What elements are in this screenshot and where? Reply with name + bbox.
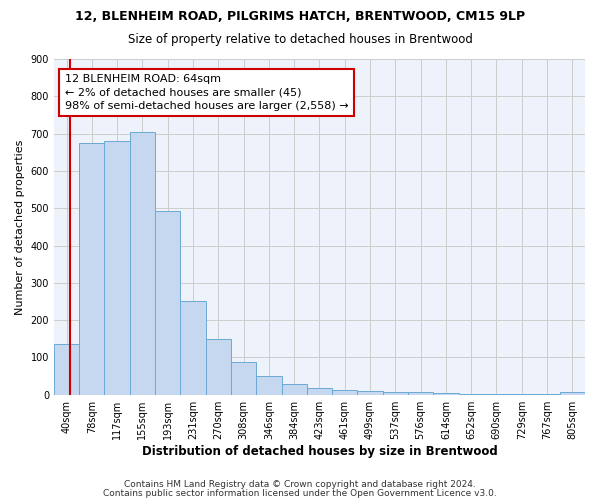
- Bar: [332, 390, 358, 394]
- Text: Size of property relative to detached houses in Brentwood: Size of property relative to detached ho…: [128, 32, 472, 46]
- Bar: [560, 392, 585, 394]
- Bar: [358, 391, 383, 394]
- Text: 12 BLENHEIM ROAD: 64sqm
← 2% of detached houses are smaller (45)
98% of semi-det: 12 BLENHEIM ROAD: 64sqm ← 2% of detached…: [65, 74, 348, 110]
- Bar: [181, 300, 206, 394]
- Bar: [104, 141, 130, 395]
- Text: Contains public sector information licensed under the Open Government Licence v3: Contains public sector information licen…: [103, 488, 497, 498]
- Bar: [231, 362, 256, 394]
- Bar: [408, 392, 433, 394]
- Bar: [130, 132, 155, 394]
- Text: Contains HM Land Registry data © Crown copyright and database right 2024.: Contains HM Land Registry data © Crown c…: [124, 480, 476, 489]
- Text: 12, BLENHEIM ROAD, PILGRIMS HATCH, BRENTWOOD, CM15 9LP: 12, BLENHEIM ROAD, PILGRIMS HATCH, BRENT…: [75, 10, 525, 23]
- Bar: [54, 344, 79, 395]
- Bar: [433, 393, 458, 394]
- Y-axis label: Number of detached properties: Number of detached properties: [15, 139, 25, 314]
- X-axis label: Distribution of detached houses by size in Brentwood: Distribution of detached houses by size …: [142, 444, 497, 458]
- Bar: [206, 339, 231, 394]
- Bar: [79, 143, 104, 395]
- Bar: [155, 211, 181, 394]
- Bar: [281, 384, 307, 394]
- Bar: [307, 388, 332, 394]
- Bar: [256, 376, 281, 394]
- Bar: [383, 392, 408, 394]
